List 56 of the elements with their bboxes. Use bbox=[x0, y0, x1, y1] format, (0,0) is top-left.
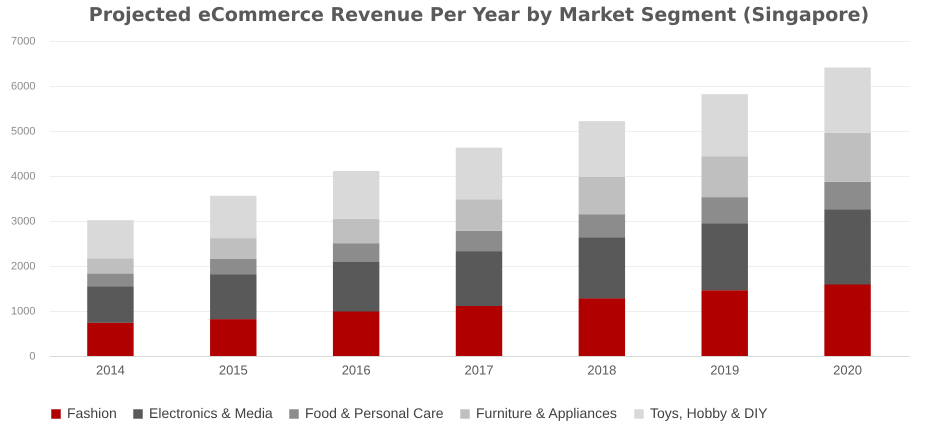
legend-label: Electronics & Media bbox=[149, 405, 273, 421]
x-tick-label: 2016 bbox=[342, 362, 371, 378]
bar bbox=[456, 199, 502, 231]
bar bbox=[210, 319, 257, 356]
legend-label: Furniture & Appliances bbox=[476, 405, 617, 421]
y-tick-label: 3000 bbox=[11, 216, 36, 228]
legend-label: Toys, Hobby & DIY bbox=[650, 405, 768, 421]
bar bbox=[210, 238, 257, 259]
chart-title: Projected eCommerce Revenue Per Year by Market Segment (Singapore) bbox=[88, 4, 870, 26]
bar bbox=[456, 230, 502, 252]
y-tick-label: 2000 bbox=[11, 260, 36, 272]
x-tick-label: 2019 bbox=[710, 362, 740, 378]
x-tick-label: 2015 bbox=[218, 362, 248, 378]
bar bbox=[210, 274, 257, 320]
bar bbox=[210, 258, 257, 275]
bar bbox=[332, 262, 380, 312]
legend-label: Fashion bbox=[67, 405, 117, 421]
bar bbox=[578, 176, 626, 214]
bar bbox=[87, 286, 134, 323]
bar bbox=[87, 322, 134, 356]
legend-label: Food & Personal Care bbox=[305, 405, 444, 421]
bar bbox=[701, 290, 748, 356]
bar bbox=[701, 156, 748, 198]
bar bbox=[87, 258, 134, 274]
x-tick-label: 2020 bbox=[833, 362, 862, 378]
bar bbox=[824, 284, 871, 356]
x-tick-label: 2017 bbox=[464, 362, 494, 378]
y-tick-label: 4000 bbox=[11, 170, 36, 182]
y-tick-label: 5000 bbox=[11, 126, 36, 138]
bar bbox=[824, 132, 871, 182]
bar bbox=[701, 223, 748, 290]
bar bbox=[824, 209, 871, 284]
bar bbox=[824, 182, 871, 210]
x-tick-label: 2018 bbox=[587, 362, 616, 378]
bar bbox=[87, 220, 134, 258]
bar bbox=[578, 237, 626, 298]
bar bbox=[332, 244, 380, 262]
bar bbox=[456, 148, 502, 200]
bar bbox=[701, 94, 748, 156]
bar bbox=[332, 218, 380, 244]
bar bbox=[701, 197, 748, 224]
bar bbox=[332, 171, 380, 219]
bar bbox=[456, 251, 502, 306]
y-tick-label: 7000 bbox=[11, 36, 36, 48]
y-tick-label: 0 bbox=[29, 350, 36, 362]
x-tick-label: 2014 bbox=[96, 362, 125, 378]
bar bbox=[87, 274, 134, 286]
y-tick-label: 1000 bbox=[11, 306, 36, 318]
bar bbox=[578, 214, 626, 238]
bar bbox=[332, 311, 380, 356]
bar bbox=[578, 121, 626, 177]
bar bbox=[210, 196, 257, 238]
bar bbox=[824, 68, 871, 133]
y-tick-label: 6000 bbox=[11, 80, 36, 92]
bar bbox=[456, 306, 502, 356]
bar bbox=[578, 298, 626, 356]
